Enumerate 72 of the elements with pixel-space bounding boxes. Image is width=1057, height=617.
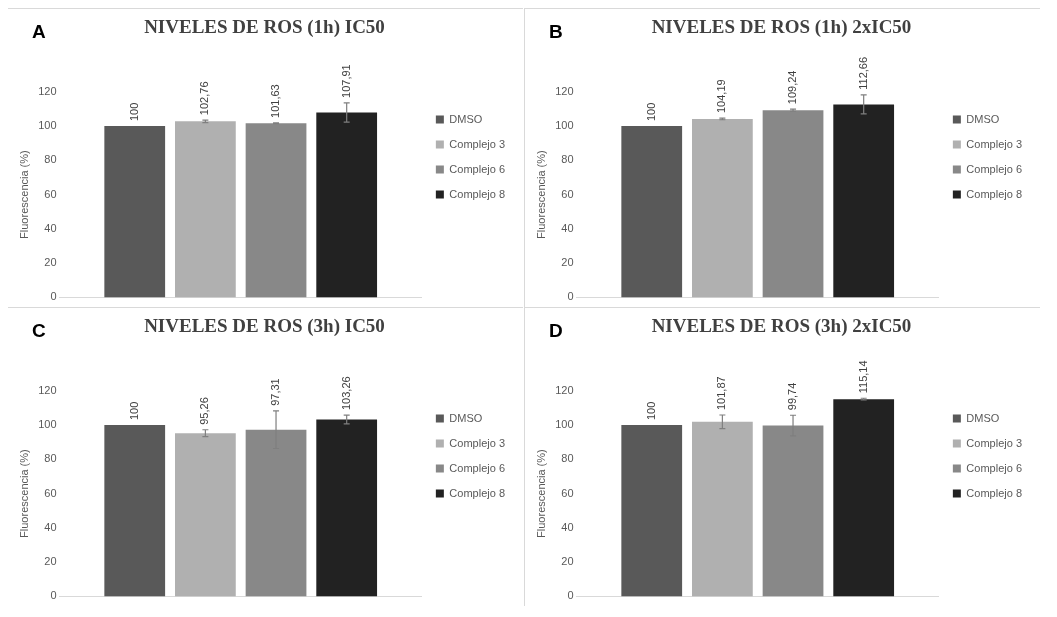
data-label: 102,76 — [198, 81, 211, 116]
data-label: 97,31 — [269, 378, 282, 406]
data-label: 104,19 — [715, 79, 728, 114]
y-tick-label: 0 — [50, 589, 57, 602]
data-label: 115,14 — [856, 360, 869, 394]
legend-label: Complejo 6 — [449, 162, 505, 175]
legend-label: DMSO — [449, 411, 483, 424]
data-label: 99,74 — [786, 382, 799, 411]
data-label: 103,26 — [339, 376, 352, 411]
y-axis-title: Fluorescencia (%) — [534, 449, 547, 538]
y-tick-label: 120 — [555, 383, 574, 396]
legend-label: Complejo 8 — [966, 486, 1022, 499]
y-tick-label: 20 — [561, 256, 574, 269]
chart-title: NIVELES DE ROS (3h) 2xIC50 — [651, 315, 912, 338]
data-label: 95,26 — [198, 397, 211, 425]
y-tick-label: 100 — [38, 418, 57, 431]
data-label: 100 — [644, 102, 657, 122]
legend-label: Complejo 8 — [966, 187, 1022, 200]
y-tick-label: 20 — [44, 555, 57, 568]
data-label: 100 — [127, 401, 140, 421]
text: A — [32, 20, 46, 42]
legend-label: Complejo 3 — [449, 436, 505, 449]
y-tick-label: 100 — [555, 418, 574, 431]
chart-title: NIVELES DE ROS (1h) IC50 — [144, 16, 385, 39]
y-tick-label: 80 — [44, 452, 57, 465]
legend-label: Complejo 8 — [449, 187, 505, 200]
text: D — [549, 319, 563, 341]
y-tick-label: 0 — [567, 290, 574, 303]
legend-label: Complejo 8 — [449, 486, 505, 499]
y-tick-label: 40 — [44, 520, 57, 533]
data-label: 100 — [127, 102, 140, 122]
legend-label: Complejo 6 — [449, 461, 505, 474]
legend-label: DMSO — [449, 112, 483, 125]
y-tick-label: 20 — [44, 256, 57, 269]
y-tick-label: 0 — [50, 290, 57, 303]
text: B — [549, 20, 563, 42]
legend-label: Complejo 3 — [966, 436, 1022, 449]
y-tick-label: 120 — [38, 84, 57, 97]
y-tick-label: 20 — [561, 555, 574, 568]
y-tick-label: 60 — [561, 187, 574, 200]
y-tick-label: 120 — [555, 84, 574, 97]
y-tick-label: 40 — [44, 221, 57, 234]
legend-label: DMSO — [966, 411, 1000, 424]
y-tick-label: 80 — [561, 153, 574, 166]
y-tick-label: 60 — [561, 486, 574, 499]
y-tick-label: 40 — [561, 221, 574, 234]
y-tick-label: 60 — [44, 187, 57, 200]
y-tick-label: 120 — [38, 383, 57, 396]
legend-label: Complejo 3 — [449, 137, 505, 150]
text: C — [32, 319, 46, 341]
legend-label: Complejo 3 — [966, 137, 1022, 150]
y-axis-title: Fluorescencia (%) — [17, 449, 30, 538]
y-tick-label: 0 — [567, 589, 574, 602]
y-tick-label: 100 — [38, 119, 57, 132]
data-label: 109,24 — [786, 70, 799, 105]
y-axis-title: Fluorescencia (%) — [17, 150, 30, 239]
data-label: 107,91 — [339, 64, 352, 98]
chart-title: NIVELES DE ROS (1h) 2xIC50 — [651, 16, 912, 39]
legend-label: DMSO — [966, 112, 1000, 125]
y-tick-label: 40 — [561, 520, 574, 533]
y-tick-label: 80 — [561, 452, 574, 465]
legend-label: Complejo 6 — [966, 461, 1022, 474]
y-tick-label: 80 — [44, 153, 57, 166]
legend-label: Complejo 6 — [966, 162, 1022, 175]
chart-title: NIVELES DE ROS (3h) IC50 — [144, 315, 385, 338]
y-tick-label: 60 — [44, 486, 57, 499]
data-label: 112,66 — [856, 56, 869, 90]
data-label: 101,63 — [269, 84, 282, 118]
y-axis-title: Fluorescencia (%) — [534, 150, 547, 239]
y-tick-label: 100 — [555, 119, 574, 132]
data-label: 100 — [644, 401, 657, 421]
data-label: 101,87 — [715, 376, 728, 411]
